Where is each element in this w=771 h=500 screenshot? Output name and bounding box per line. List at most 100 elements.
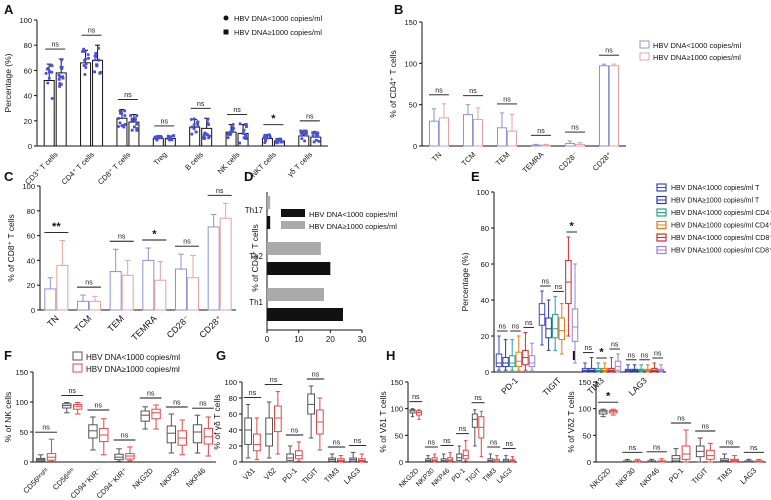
x-tick-label: CD4⁺ T cells — [60, 150, 97, 187]
data-point-group1 — [231, 122, 235, 126]
data-point-group1 — [194, 130, 198, 134]
significance-label: ns — [124, 92, 132, 99]
data-point-group2 — [60, 67, 64, 70]
significance-label: ns — [611, 342, 619, 349]
data-point-group1 — [231, 127, 235, 131]
panel-letter-F: F — [4, 348, 12, 363]
data-point-group1 — [82, 47, 86, 51]
significance-label: ns — [69, 388, 77, 395]
y-tick-label: 40 — [27, 256, 35, 265]
bar-group1 — [77, 300, 89, 311]
panel-letter-B: B — [394, 2, 403, 17]
bar-group2 — [267, 288, 324, 301]
box-group2 — [416, 410, 423, 416]
data-point-group2 — [275, 141, 279, 145]
y-tick-label: 50 — [583, 431, 591, 440]
y-tick-label: 40 — [229, 426, 237, 435]
data-point-group1 — [305, 131, 309, 135]
data-point-group2 — [244, 133, 247, 137]
bar-group1 — [463, 114, 473, 147]
box-group2 — [295, 450, 303, 460]
box-4 — [515, 351, 523, 368]
significance-label: ns — [653, 444, 661, 451]
box-6 — [571, 308, 579, 342]
legend-label-group1: HBV DNA<1000 copies/ml — [309, 210, 397, 219]
significance-label: ns — [677, 416, 685, 423]
legend-label-group2: HBV DNA≥1000 copies/ml — [234, 28, 322, 37]
bar-group1 — [497, 127, 507, 147]
significance-label: ns — [469, 88, 477, 95]
bar-group1 — [429, 120, 439, 147]
significance-label: ns — [628, 352, 636, 359]
data-point-group2 — [166, 137, 170, 140]
data-point-group1 — [196, 120, 200, 124]
x-tick-label: TIM3 — [322, 466, 340, 484]
x-tick-label: TCM — [460, 150, 478, 168]
bar-group2 — [473, 119, 483, 147]
significance-label: ns — [354, 438, 362, 445]
significance-label: ns — [537, 128, 545, 135]
data-point-group1 — [80, 50, 84, 54]
data-point-group1 — [50, 70, 54, 74]
data-point-group2 — [238, 122, 242, 126]
significance-label: * — [271, 113, 276, 125]
significance-label: ns — [199, 401, 207, 408]
panel-letter-G: G — [216, 348, 226, 363]
legend-label-group2: HBV DNA≥1000 copies/ml — [653, 53, 741, 62]
significance-label: ns — [459, 426, 467, 433]
y-tick-label: 0 — [24, 458, 28, 467]
significance-label: ns — [542, 279, 550, 286]
significance-label: ns — [183, 239, 191, 246]
y-tick-label: 100 — [22, 182, 35, 191]
bar-group1 — [43, 79, 55, 147]
x-tick-label: TN — [430, 150, 443, 163]
significance-label: * — [599, 347, 604, 359]
y-tick-label: 40 — [481, 296, 489, 305]
x-tick-label: Treg — [152, 150, 169, 167]
y-axis-title: % of CD8⁺ T cells — [6, 214, 16, 281]
y-tick-label: 80 — [229, 394, 237, 403]
data-point-group2 — [202, 133, 206, 137]
data-point-group1 — [263, 134, 267, 138]
bar-group2 — [154, 279, 167, 311]
data-point-group1 — [46, 66, 50, 70]
data-point-group1 — [156, 136, 160, 140]
significance-label: ns — [629, 445, 637, 452]
box-6 — [614, 360, 622, 371]
legend-marker-group1 — [281, 209, 305, 217]
significance-label: ns — [333, 440, 341, 447]
bar-group1 — [267, 262, 331, 275]
data-point-group2 — [135, 122, 139, 126]
significance-label: ns — [490, 440, 498, 447]
x-tick-label: TIGIT — [540, 375, 562, 397]
panel-letter-D: D — [244, 169, 253, 184]
data-point-group1 — [299, 129, 303, 133]
significance-label: ns — [443, 438, 451, 445]
panel-letter-C: C — [4, 169, 14, 184]
x-tick-label: NKP46 — [638, 466, 661, 489]
significance-label: ns — [555, 284, 563, 291]
legend-marker-group1 — [72, 351, 83, 361]
significance-label: ns — [435, 87, 443, 94]
data-point-group1 — [304, 129, 308, 133]
y-axis-title: % of γδ T cells — [212, 394, 222, 449]
bar-group2 — [219, 217, 232, 311]
data-point-group1 — [47, 69, 51, 73]
significance-label: ns — [412, 394, 420, 401]
box-group2 — [253, 433, 261, 452]
box-group2 — [203, 427, 214, 445]
y-tick-label: 100 — [224, 378, 237, 387]
box-group1 — [286, 453, 294, 461]
box-group2 — [681, 445, 691, 460]
data-point-group1 — [118, 121, 122, 125]
data-point-group2 — [59, 83, 63, 86]
y-tick-label: 20 — [24, 117, 32, 126]
legend-marker-group2 — [223, 29, 229, 35]
y-tick-label: 50 — [20, 428, 28, 437]
x-tick-label: LAG3 — [626, 375, 649, 398]
box-group2 — [462, 449, 469, 460]
legend-label-1: HBV DNA<1000 copies/ml T — [671, 185, 760, 192]
y-axis-title: Percentage (%) — [3, 53, 13, 112]
data-point-group2 — [208, 134, 212, 138]
bar-group2 — [609, 65, 619, 147]
